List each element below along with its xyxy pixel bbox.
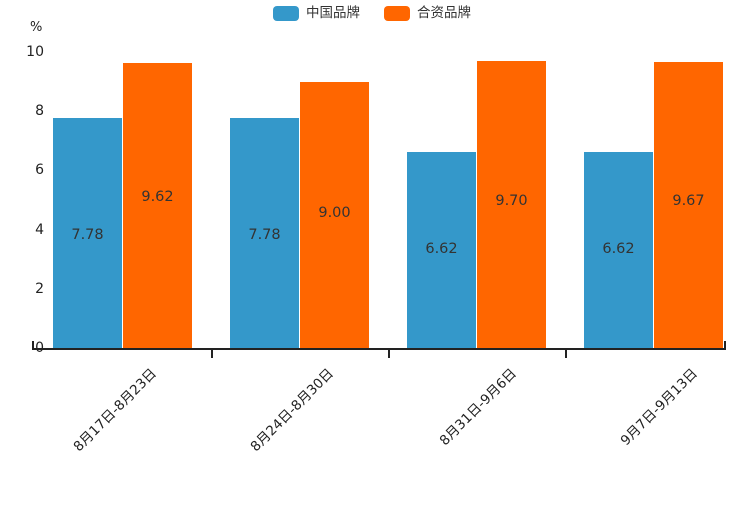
x-axis-tick-1 [211,350,213,358]
y-tick-label-2: 2 [35,281,44,297]
bar-joint-venture-brand-3[interactable] [477,61,546,348]
bar-value-label: 7.78 [248,227,281,243]
legend-swatch-icon [273,6,299,21]
bar-joint-venture-brand-1[interactable] [123,63,192,348]
bar-china-brand-2[interactable] [230,118,299,348]
bar-china-brand-4[interactable] [584,152,653,348]
y-tick-label-4: 4 [35,222,44,238]
x-tick-label-2: 8月24日-8月30日 [247,365,337,455]
bar-chart: 中国品牌 合资品牌 % 10 8 6 4 2 0 7.78 9.62 7.78 … [0,6,744,455]
x-tick-label-4: 9月7日-9月13日 [617,365,701,449]
legend-label: 中国品牌 [306,4,360,21]
x-axis-right-cap [724,341,726,349]
legend-item-china-brand[interactable]: 中国品牌 [273,6,360,21]
bar-value-label: 9.00 [318,205,351,221]
bar-value-label: 7.78 [71,227,104,243]
bar-value-label: 6.62 [602,241,635,257]
legend-swatch-icon [384,6,410,21]
plot-area: 10 8 6 4 2 0 7.78 9.62 7.78 9.00 6.62 9.… [26,44,726,455]
bar-china-brand-1[interactable] [53,118,122,348]
x-axis-left-cap [32,341,34,349]
x-axis-tick-3 [565,350,567,358]
x-tick-label-1: 8月17日-8月23日 [70,365,160,455]
y-tick-label-8: 8 [35,103,44,119]
y-axis-unit-label: % [30,20,43,35]
chart-legend: 中国品牌 合资品牌 [0,6,744,21]
x-tick-label-3: 8月31日-9月6日 [436,365,520,449]
y-tick-label-10: 10 [26,44,44,60]
bar-china-brand-3[interactable] [407,152,476,348]
bar-joint-venture-brand-2[interactable] [300,82,369,348]
bar-value-label: 9.62 [141,189,174,205]
x-axis-tick-2 [388,350,390,358]
bar-joint-venture-brand-4[interactable] [654,62,723,348]
bar-value-label: 9.70 [495,193,528,209]
y-tick-label-6: 6 [35,162,44,178]
x-axis-line [32,348,726,350]
bar-value-label: 9.67 [672,193,705,209]
bar-value-label: 6.62 [425,241,458,257]
legend-label: 合资品牌 [417,4,471,21]
legend-item-joint-venture-brand[interactable]: 合资品牌 [384,6,471,21]
